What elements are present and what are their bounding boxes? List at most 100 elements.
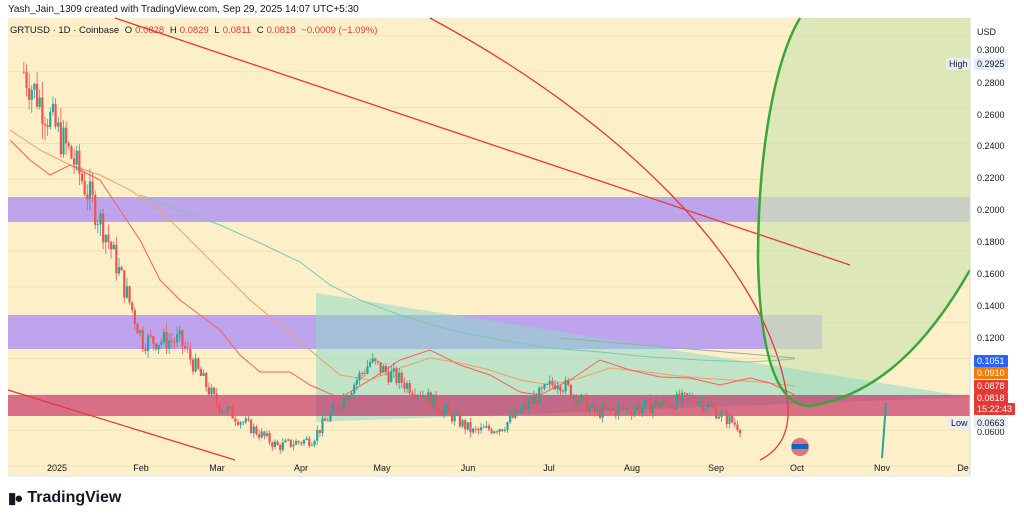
candle-body [363, 373, 366, 375]
candle-body [324, 418, 327, 421]
candle-body [65, 127, 68, 144]
candle-body [469, 422, 472, 433]
candle-body [672, 405, 676, 410]
candle-body [170, 340, 173, 342]
candle-body [337, 404, 340, 409]
candle-body [78, 150, 81, 174]
candles [22, 61, 742, 454]
candle-body [152, 336, 155, 344]
candle-body [437, 408, 440, 412]
y-tick-label: 0.2600 [977, 110, 1005, 120]
candle-body [456, 413, 459, 415]
candle-body [664, 399, 668, 403]
candle-body [458, 413, 462, 427]
candle-body [345, 396, 348, 401]
candle-body [75, 150, 78, 165]
x-tick-label: 2025 [46, 463, 68, 473]
candle-body [694, 400, 697, 405]
candle-body [250, 419, 253, 434]
candle-body [667, 402, 670, 407]
symbol-legend[interactable]: GRTUSD · 1D · Coinbase O 0.0828 H 0.0829 L… [10, 25, 380, 36]
zone-support[interactable] [8, 395, 970, 416]
y-tick-label: 0.2200 [977, 173, 1005, 183]
candle-body [717, 416, 721, 419]
candle-body [207, 387, 210, 395]
candle-body [268, 433, 271, 443]
candle-body [464, 420, 467, 430]
candle-body [102, 213, 105, 243]
candle-body [606, 407, 610, 409]
candle-body [442, 409, 446, 415]
candle-body [96, 224, 99, 226]
candle-body [247, 418, 250, 420]
candle-body [326, 420, 329, 422]
candle-body [479, 427, 483, 431]
candle-body [162, 332, 166, 342]
candle-body [604, 405, 607, 409]
candle-body [104, 234, 107, 243]
candle-body [83, 181, 86, 195]
candle-body [160, 341, 163, 345]
candle-body [260, 431, 263, 438]
candle-body [178, 330, 181, 335]
low-value: 0.0811 [222, 25, 252, 36]
candle-body [218, 404, 221, 412]
x-tick-label: Sep [707, 463, 725, 473]
tradingview-brand[interactable]: ▮● TradingView [8, 489, 121, 507]
candle-body [149, 335, 152, 337]
candle-body [400, 372, 403, 383]
symbol-name[interactable]: GRTUSD · 1D · Coinbase [10, 25, 120, 36]
candle-body [57, 122, 60, 127]
candle-body [310, 445, 314, 446]
countdown-tag: 15:22:43 [974, 403, 1016, 415]
y-tick-label: 0.1800 [977, 237, 1005, 247]
candle-body [659, 404, 662, 408]
candle-body [125, 286, 129, 298]
price-tag-ma-red: 0.0878 [974, 380, 1008, 392]
candle-body [368, 362, 372, 367]
candle-body [707, 404, 710, 409]
candle-body [210, 387, 213, 395]
candle-body [627, 408, 631, 413]
candle-body [704, 408, 707, 411]
candle-body [157, 344, 160, 350]
currency-label[interactable]: USD [977, 27, 997, 37]
candle-body [620, 407, 623, 408]
candle-body [387, 371, 390, 383]
candle-body [228, 406, 232, 408]
candle-body [191, 359, 195, 372]
candle-body [215, 393, 218, 405]
close-label: C [256, 25, 264, 36]
candle-body [474, 428, 477, 430]
green-ellipse[interactable] [756, 17, 972, 408]
trendline-upper[interactable] [114, 17, 851, 266]
triangle-pattern[interactable] [316, 293, 970, 422]
candle-body [670, 405, 673, 407]
candle-body [738, 430, 742, 434]
candle-body [331, 404, 335, 413]
candle-body [701, 401, 705, 411]
candle-body [263, 431, 266, 436]
candle-body [30, 89, 33, 100]
candle-body [139, 330, 142, 334]
candle-body [321, 418, 324, 433]
candle-body [94, 194, 97, 225]
candle-body [625, 408, 628, 410]
candle-body [731, 415, 734, 423]
candle-body [33, 83, 36, 90]
candle-body [398, 372, 401, 383]
red-arc[interactable] [429, 17, 789, 461]
candle-body [728, 415, 731, 424]
trendline-long[interactable] [7, 389, 236, 461]
projection-line [881, 402, 887, 459]
candle-body [88, 181, 92, 200]
y-tick-label: 0.1400 [977, 301, 1005, 311]
candle-body [495, 431, 499, 433]
candle-body [392, 368, 395, 372]
candle-body [440, 411, 443, 415]
candle-body [226, 407, 229, 412]
candle-body [561, 390, 565, 392]
candle-body [197, 358, 200, 369]
candle-body [374, 358, 377, 362]
